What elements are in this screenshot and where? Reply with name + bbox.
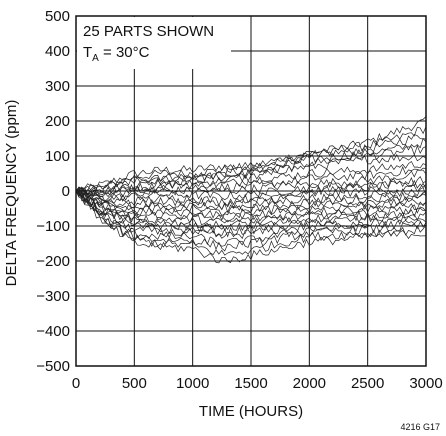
annotation-parts-shown: 25 PARTS SHOWN: [83, 23, 214, 40]
x-tick-labels: 0 500 1000 1500 2000 2500 3000: [72, 375, 443, 392]
y-tick-label: −200: [36, 253, 70, 270]
series-line-11: [75, 179, 427, 207]
figure-code: 4216 G17: [400, 422, 440, 432]
series-line-25: [75, 190, 427, 264]
annotation-temperature-subscript: A: [92, 53, 99, 64]
x-tick-label: 1500: [234, 375, 267, 392]
x-tick-label: 2500: [351, 375, 384, 392]
series-line-10: [75, 175, 427, 202]
y-tick-label: 300: [45, 78, 70, 95]
series-line-18: [75, 190, 427, 231]
series-line-1: [75, 116, 427, 192]
series-line-6: [75, 153, 427, 192]
y-tick-label: −100: [36, 218, 70, 235]
annotation-temperature: TA = 30°C: [83, 44, 150, 64]
y-tick-label: 400: [45, 43, 70, 60]
annotation-temperature-value: = 30°C: [99, 44, 150, 61]
plot-frame: [75, 15, 427, 367]
annotation-background: [77, 17, 232, 69]
y-tick-label: −500: [36, 358, 70, 375]
x-tick-label: 500: [122, 375, 147, 392]
x-axis-label: TIME (HOURS): [199, 403, 303, 420]
data-traces: [75, 116, 427, 264]
y-tick-label: 500: [45, 8, 70, 25]
series-line-16: [75, 190, 427, 223]
x-tick-label: 1000: [176, 375, 209, 392]
series-line-13: [75, 187, 427, 214]
annotation-temperature-symbol: T: [83, 44, 92, 61]
x-tick-label: 3000: [409, 375, 442, 392]
y-tick-labels: 500 400 300 200 100 0 −100 −200 −300 −400 −500: [36, 8, 70, 375]
y-tick-label: 0: [62, 183, 70, 200]
y-tick-label: 200: [45, 113, 70, 130]
y-tick-label: −300: [36, 288, 70, 305]
series-line-7: [76, 160, 427, 195]
x-tick-label: 0: [72, 375, 80, 392]
series-line-20: [75, 190, 427, 238]
y-tick-label: 100: [45, 148, 70, 165]
series-line-15: [75, 190, 427, 221]
series-line-24: [75, 190, 427, 256]
y-tick-label: −400: [36, 323, 70, 340]
series-line-12: [75, 182, 427, 211]
series-line-22: [75, 189, 427, 247]
series-line-2: [75, 126, 427, 195]
y-axis-label: DELTA FREQUENCY (ppm): [3, 100, 20, 287]
x-tick-label: 2000: [293, 375, 326, 392]
